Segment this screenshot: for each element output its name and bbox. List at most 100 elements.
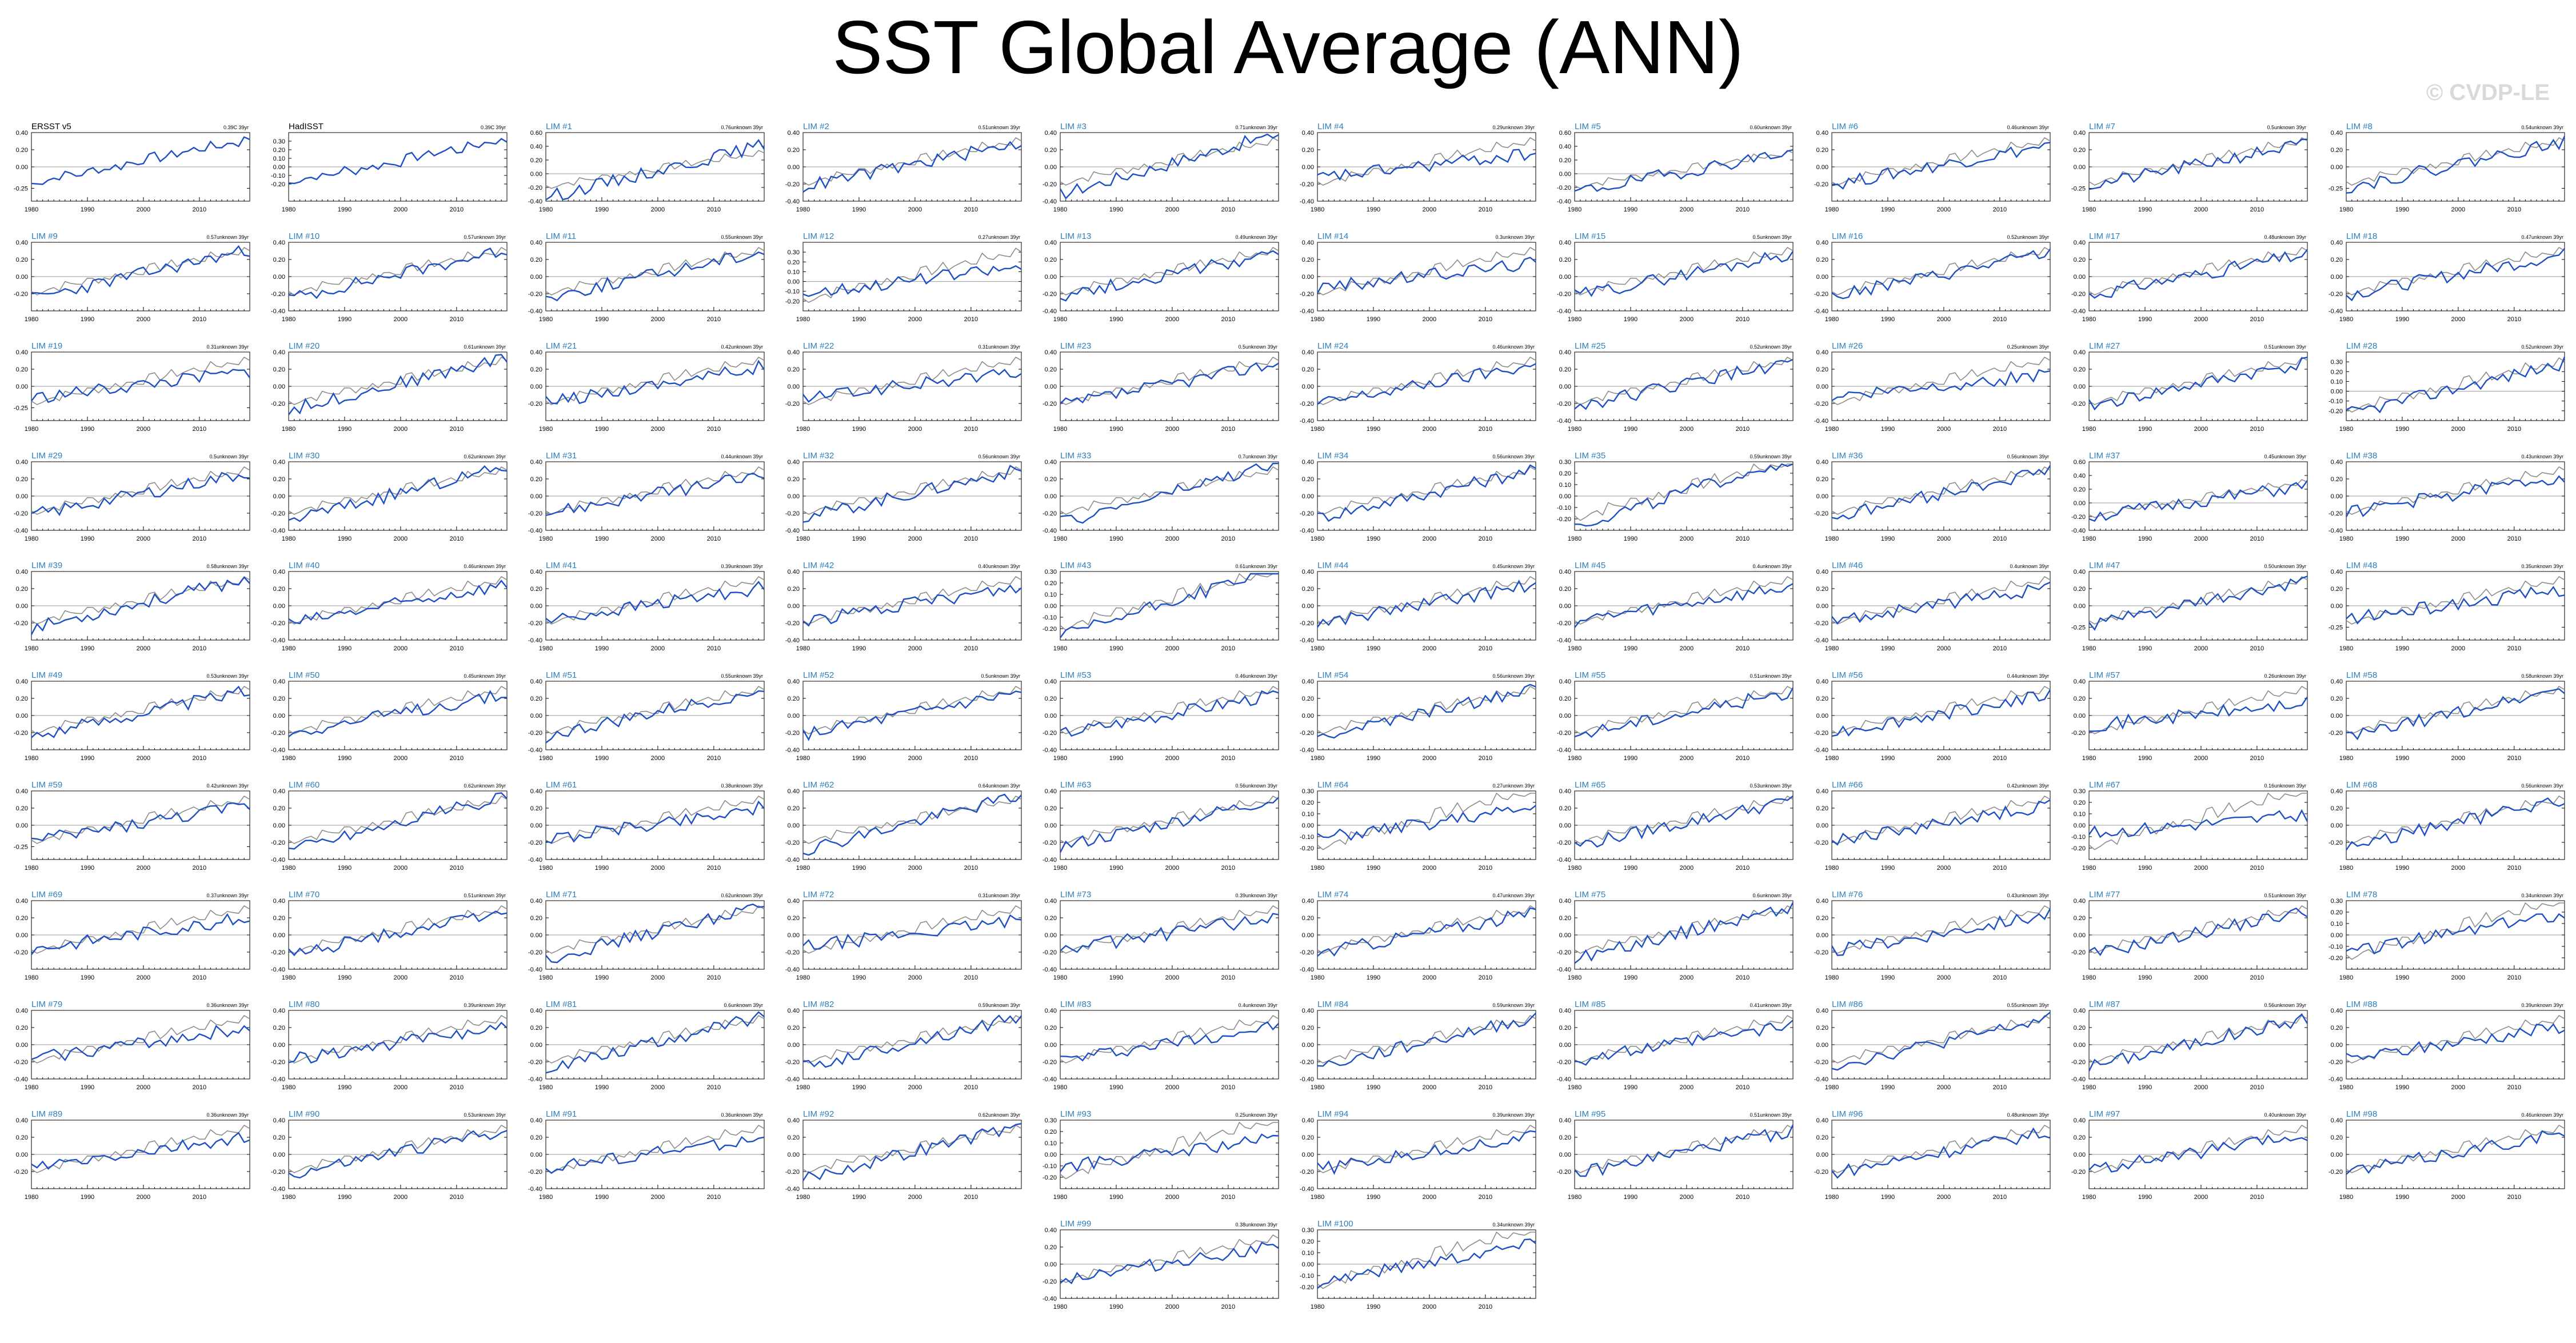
series-line-observed — [1831, 246, 2051, 295]
series-line-observed — [1574, 575, 1794, 625]
x-tick-label: 2000 — [1680, 535, 1694, 542]
y-tick-label: -0.40 — [271, 747, 285, 754]
y-tick-label: 0.20 — [2074, 366, 2086, 373]
panel-title: LIM #37 — [2089, 451, 2120, 461]
y-tick-label: 0.00 — [1045, 932, 1057, 939]
series-line-observed — [2346, 137, 2565, 186]
y-tick-label: -0.20 — [271, 510, 285, 517]
series-line-observed — [1317, 575, 1536, 625]
x-tick-label: 2000 — [394, 974, 408, 981]
x-tick-label: 2000 — [2194, 426, 2208, 433]
series-line-observed — [2346, 357, 2565, 413]
y-tick-label: 0.00 — [530, 713, 542, 720]
series-line-member — [1060, 573, 1279, 638]
y-tick-label: 0.00 — [1045, 274, 1057, 281]
series-line-observed — [1060, 246, 1279, 295]
y-tick-label: 0.00 — [530, 932, 542, 939]
panel: LIM #48 0.35unknown 39yr -0.25 0.00 0.20 0.40… — [2329, 561, 2565, 652]
series-line-member — [1574, 359, 1794, 410]
x-tick-label: 1990 — [1881, 426, 1895, 433]
panel-trend: 0.61unknown 39yr — [464, 344, 506, 350]
series-line-member — [802, 914, 1022, 950]
y-tick-label: 0.30 — [1302, 788, 1314, 795]
y-tick-label: 0.40 — [2331, 130, 2343, 137]
y-tick-label: 0.00 — [1559, 713, 1571, 720]
series-line-observed — [1831, 575, 2051, 625]
x-tick-label: 2010 — [450, 316, 464, 323]
x-tick-label: 1990 — [81, 535, 94, 542]
x-tick-label: 1980 — [25, 535, 38, 542]
panel-trend: 0.43unknown 39yr — [2521, 454, 2563, 459]
x-tick-label: 2000 — [137, 535, 150, 542]
x-tick-label: 1990 — [1109, 974, 1123, 981]
x-tick-label: 2010 — [1479, 316, 1492, 323]
panel-trend: 0.4unknown 39yr — [1752, 563, 1792, 569]
y-tick-label: -0.40 — [1557, 857, 1571, 864]
y-tick-label: 0.40 — [530, 459, 542, 466]
x-tick-label: 1980 — [796, 974, 810, 981]
x-tick-label: 2010 — [2250, 206, 2264, 213]
x-tick-label: 2000 — [2194, 645, 2208, 652]
panel-title: LIM #25 — [1575, 341, 1605, 351]
x-tick-label: 1990 — [595, 316, 609, 323]
x-tick-label: 2000 — [908, 535, 922, 542]
x-tick-label: 1980 — [2082, 645, 2096, 652]
x-tick-label: 2000 — [651, 426, 665, 433]
y-tick-label: 0.40 — [2074, 130, 2086, 137]
y-tick-label: 0.00 — [1559, 932, 1571, 939]
x-tick-label: 1990 — [338, 755, 352, 762]
x-tick-label: 2010 — [964, 645, 978, 652]
x-tick-label: 2010 — [2507, 426, 2521, 433]
panel-trend: 0.31unknown 39yr — [978, 893, 1020, 898]
y-tick-label: 0.30 — [1559, 459, 1571, 466]
y-tick-label: 0.00 — [1302, 493, 1314, 500]
y-tick-label: -0.20 — [1300, 401, 1314, 407]
y-tick-label: 0.00 — [2331, 389, 2343, 395]
x-tick-label: 1990 — [1881, 755, 1895, 762]
series-line-member — [1059, 797, 1279, 853]
series-line-observed-ref — [31, 136, 250, 185]
panel: LIM #52 0.5unknown 39yr -0.40 -0.20 0.00 0.20… — [785, 670, 1022, 762]
x-tick-label: 2000 — [2194, 755, 2208, 762]
x-tick-label: 2000 — [1937, 316, 1951, 323]
x-tick-label: 2000 — [1423, 426, 1436, 433]
x-tick-label: 1990 — [852, 865, 866, 872]
panel: LIM #17 0.48unknown 39yr -0.40 -0.20 0.00 0.2… — [2071, 231, 2308, 323]
y-tick-label: -0.20 — [271, 730, 285, 737]
series-line-observed — [2346, 685, 2565, 734]
y-tick-label: 0.00 — [1045, 383, 1057, 390]
x-tick-label: 2010 — [964, 865, 978, 872]
series-line-member — [31, 245, 250, 295]
y-tick-label: -0.40 — [785, 198, 800, 205]
panel-title: LIM #29 — [31, 451, 62, 461]
y-tick-label: -0.20 — [1814, 181, 1828, 188]
panel-title: LIM #51 — [546, 670, 577, 680]
panel: LIM #67 0.16unknown 39yr -0.20 -0.10 0.00 0.1… — [2071, 780, 2309, 872]
x-tick-label: 1980 — [539, 645, 553, 652]
x-tick-label: 2000 — [2194, 535, 2208, 542]
series-line-observed — [802, 356, 1022, 405]
x-tick-label: 2000 — [908, 974, 922, 981]
panel: LIM #1 0.76unknown 39yr -0.40 -0.20 0.00 0.20… — [528, 122, 765, 213]
series-line-observed — [1060, 466, 1279, 515]
y-tick-label: 0.00 — [1045, 164, 1057, 171]
y-tick-label: -0.20 — [528, 949, 542, 956]
panel-trend: 0.56unknown 39yr — [1492, 673, 1535, 679]
panel: LIM #65 0.53unknown 39yr -0.40 -0.20 0.00 0.2… — [1557, 780, 1794, 872]
x-tick-label: 1990 — [1367, 535, 1380, 542]
x-tick-label: 1990 — [81, 206, 94, 213]
panel-trend: 0.5unknown 39yr — [1752, 234, 1792, 240]
panel: LIM #71 0.62unknown 39yr -0.40 -0.20 0.00 0.2… — [528, 890, 765, 981]
series-line-observed — [802, 466, 1022, 515]
y-tick-label: -0.40 — [1557, 418, 1571, 425]
panel: LIM #36 0.56unknown 39yr -0.20 0.00 0.20 0.40… — [1814, 451, 2051, 542]
series-line-observed — [1317, 905, 1536, 954]
x-tick-label: 1990 — [2138, 865, 2152, 872]
y-tick-label: 0.40 — [1302, 678, 1314, 685]
series-line-observed — [545, 905, 765, 954]
y-tick-label: 0.20 — [788, 696, 800, 702]
x-tick-label: 1990 — [595, 974, 609, 981]
y-tick-label: 0.40 — [1816, 678, 1828, 685]
panel-trend: 0.51unknown 39yr — [1750, 673, 1792, 679]
x-tick-label: 1980 — [282, 865, 295, 872]
